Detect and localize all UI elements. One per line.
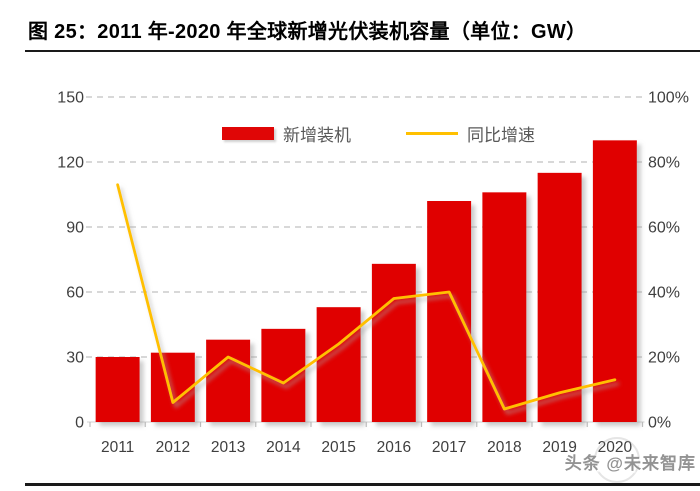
bar-2015	[316, 307, 361, 422]
x-axis-label-2016: 2016	[377, 439, 411, 456]
y-axis-label-90: 90	[66, 220, 84, 237]
bar-2012	[150, 352, 195, 422]
legend-bar-swatch-icon	[222, 127, 274, 140]
x-axis-label-2017: 2017	[432, 439, 466, 456]
bar-2018	[482, 192, 527, 422]
title-rule	[25, 50, 700, 52]
figure-title: 图 25：2011 年-2020 年全球新增光伏装机容量（单位：GW）	[28, 21, 587, 43]
bar-2019	[537, 172, 582, 422]
watermark-stamp-icon	[594, 437, 640, 483]
legend-label-new-installs: 新增装机	[283, 126, 351, 145]
legend-item-new-installs: 新增装机	[222, 121, 351, 146]
x-axis-label-2012: 2012	[156, 439, 190, 456]
growth-line	[116, 183, 617, 411]
right-axis-label-20: 20%	[648, 350, 680, 367]
bar-2020	[592, 140, 637, 423]
x-axis-label-2015: 2015	[321, 439, 355, 456]
x-axis-label-2014: 2014	[266, 439, 301, 456]
bar-2016	[371, 263, 416, 422]
y-axis-label-0: 0	[75, 415, 84, 432]
legend-label-yoy-growth: 同比增速	[467, 126, 535, 145]
right-axis-label-60: 60%	[648, 220, 680, 237]
y-axis-label-60: 60	[66, 285, 84, 302]
right-axis-label-0: 0%	[648, 415, 671, 432]
bar-2017	[427, 201, 472, 422]
bottom-rule	[25, 483, 700, 486]
right-axis-label-100: 100%	[648, 90, 689, 107]
chart-legend: 新增装机 同比增速	[222, 121, 535, 146]
legend-line-swatch-icon	[406, 132, 458, 135]
x-axis-label-2013: 2013	[211, 439, 245, 456]
watermark: 头条 @未来智库	[564, 454, 696, 473]
bar-2011	[95, 357, 140, 422]
x-axis-label-2011: 2011	[101, 439, 134, 456]
right-axis-label-80: 80%	[648, 155, 680, 172]
bar-2013	[206, 339, 251, 422]
y-axis-label-150: 150	[57, 90, 84, 107]
x-axis-label-2018: 2018	[487, 439, 521, 456]
y-axis-label-120: 120	[57, 155, 84, 172]
y-axis-label-30: 30	[66, 350, 84, 367]
legend-item-yoy-growth: 同比增速	[406, 121, 535, 146]
x-axis-label-2019: 2019	[542, 439, 576, 456]
right-axis-label-40: 40%	[648, 285, 680, 302]
